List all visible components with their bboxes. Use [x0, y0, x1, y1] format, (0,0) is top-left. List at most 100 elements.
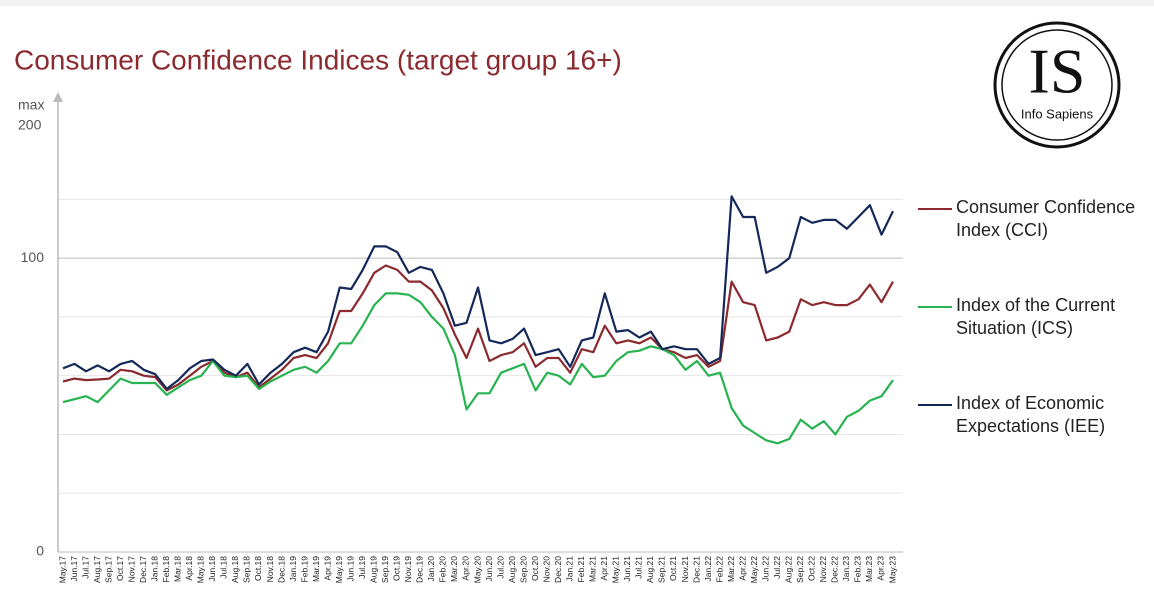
- x-tick-label: Jun.18: [207, 556, 217, 582]
- x-tick-label: Sep.17: [103, 556, 113, 583]
- x-tick-label: Oct.17: [115, 556, 125, 581]
- x-tick-label: Jan.21: [564, 556, 574, 582]
- x-tick-label: May.18: [196, 556, 206, 584]
- x-tick-label: Feb.23: [853, 556, 863, 583]
- x-tick-label: Feb.21: [576, 556, 586, 583]
- x-tick-label: Aug.18: [230, 556, 240, 583]
- x-tick-label: Aug.21: [645, 556, 655, 583]
- x-tick-label: Nov.18: [265, 556, 275, 583]
- logo-ring: [1001, 29, 1113, 141]
- x-tick-label: Dec.20: [553, 556, 563, 583]
- x-tick-label: May.23: [887, 556, 897, 584]
- y-tick-label: 100: [21, 249, 45, 265]
- x-tick-label: May.17: [57, 556, 67, 584]
- series-line: [62, 292, 894, 445]
- logo-name: Info Sapiens: [1021, 106, 1094, 121]
- x-tick-label: May.22: [749, 556, 759, 584]
- legend-label: Index of Economic Expectations (IEE): [956, 393, 1106, 436]
- x-tick-label: Apr.19: [322, 556, 332, 581]
- x-tick-label: Jul.20: [495, 556, 505, 579]
- x-tick-label: Jun.22: [760, 556, 770, 582]
- x-tick-label: Sep.22: [795, 556, 805, 583]
- x-tick-label: Jul.21: [634, 556, 644, 579]
- x-tick-label: Jul.22: [772, 556, 782, 579]
- x-tick-label: Aug.20: [507, 556, 517, 583]
- x-tick-label: Apr.23: [876, 556, 886, 581]
- x-tick-label: Jul.17: [80, 556, 90, 579]
- legend-label: Index of the Current Situation (ICS): [956, 295, 1116, 338]
- x-tick-label: Nov.20: [541, 556, 551, 583]
- x-tick-label: Jun.21: [622, 556, 632, 582]
- legend-swatch: [918, 404, 952, 406]
- x-tick-label: Jun.19: [345, 556, 355, 582]
- x-tick-label: Feb.20: [438, 556, 448, 583]
- x-tick-label: Dec.21: [691, 556, 701, 583]
- legend-swatch: [918, 306, 952, 308]
- x-tick-label: Nov.19: [403, 556, 413, 583]
- top-strip: [0, 0, 1154, 6]
- legend-item: Index of Economic Expectations (IEE): [918, 392, 1148, 438]
- x-tick-label: Dec.22: [830, 556, 840, 583]
- x-tick-label: Feb.18: [161, 556, 171, 583]
- x-tick-label: Dec.19: [415, 556, 425, 583]
- y-tick-label: 0: [36, 543, 44, 559]
- x-tick-label: Sep.18: [242, 556, 252, 583]
- x-tick-label: Aug.17: [92, 556, 102, 583]
- x-tick-label: Mar.20: [449, 556, 459, 582]
- x-tick-label: Mar.21: [588, 556, 598, 582]
- x-tick-label: Dec.18: [276, 556, 286, 583]
- x-tick-label: Aug.19: [369, 556, 379, 583]
- x-tick-label: Dec.17: [138, 556, 148, 583]
- x-tick-label: Mar.23: [864, 556, 874, 582]
- grid: [58, 198, 903, 494]
- x-tick-label: Apr.21: [599, 556, 609, 581]
- y-axis-top-value: 200: [18, 117, 42, 133]
- chart-title: Consumer Confidence Indices (target grou…: [14, 44, 622, 75]
- x-tick-label: Aug.22: [784, 556, 794, 583]
- logo-ring: [993, 21, 1121, 149]
- x-tick-label: Oct.19: [392, 556, 402, 581]
- x-tick-label: Jan.22: [703, 556, 713, 582]
- logo: IS Info Sapiens: [993, 21, 1121, 149]
- x-tick-label: Jan.19: [288, 556, 298, 582]
- x-tick-label: Sep.21: [657, 556, 667, 583]
- x-tick-label: Feb.22: [714, 556, 724, 583]
- x-tick-label: Mar.18: [173, 556, 183, 582]
- x-tick-label: Jun.17: [69, 556, 79, 582]
- x-tick-label: Apr.18: [184, 556, 194, 581]
- logo-mark: IS: [1029, 36, 1086, 107]
- x-tick-label: Apr.20: [461, 556, 471, 581]
- x-tick-label: Oct.21: [668, 556, 678, 581]
- x-tick-label: Jan.20: [426, 556, 436, 582]
- x-tick-label: May.20: [472, 556, 482, 584]
- x-tick-label: Jun.20: [484, 556, 494, 582]
- x-tick-label: Oct.18: [253, 556, 263, 581]
- x-tick-label: Jan.18: [149, 556, 159, 582]
- legend-label: Consumer Confidence Index (CCI): [956, 197, 1136, 240]
- x-tick-label: Oct.20: [530, 556, 540, 581]
- x-tick-label: Oct.22: [807, 556, 817, 581]
- x-tick-label: Jul.18: [219, 556, 229, 579]
- legend-item: Consumer Confidence Index (CCI): [918, 196, 1148, 242]
- x-tick-label: May.21: [611, 556, 621, 584]
- x-tick-label: Nov.22: [818, 556, 828, 583]
- x-tick-label: Jan.23: [841, 556, 851, 582]
- legend-swatch: [918, 208, 952, 210]
- x-tick-label: Sep.19: [380, 556, 390, 583]
- x-tick-label: Nov.17: [126, 556, 136, 583]
- x-tick-label: Nov.21: [680, 556, 690, 583]
- x-tick-label: Mar.22: [726, 556, 736, 582]
- x-tick-label: Jul.19: [357, 556, 367, 579]
- y-axis-max-label: max: [18, 97, 44, 113]
- legend-item: Index of the Current Situation (ICS): [918, 294, 1148, 340]
- series-line: [62, 195, 894, 390]
- x-tick-label: Feb.19: [299, 556, 309, 583]
- x-tick-label: May.19: [334, 556, 344, 584]
- x-tick-label: Mar.19: [311, 556, 321, 582]
- series-line: [62, 264, 894, 392]
- y-axis-arrow: [53, 92, 63, 102]
- x-tick-label: Apr.22: [737, 556, 747, 581]
- x-tick-label: Sep.20: [518, 556, 528, 583]
